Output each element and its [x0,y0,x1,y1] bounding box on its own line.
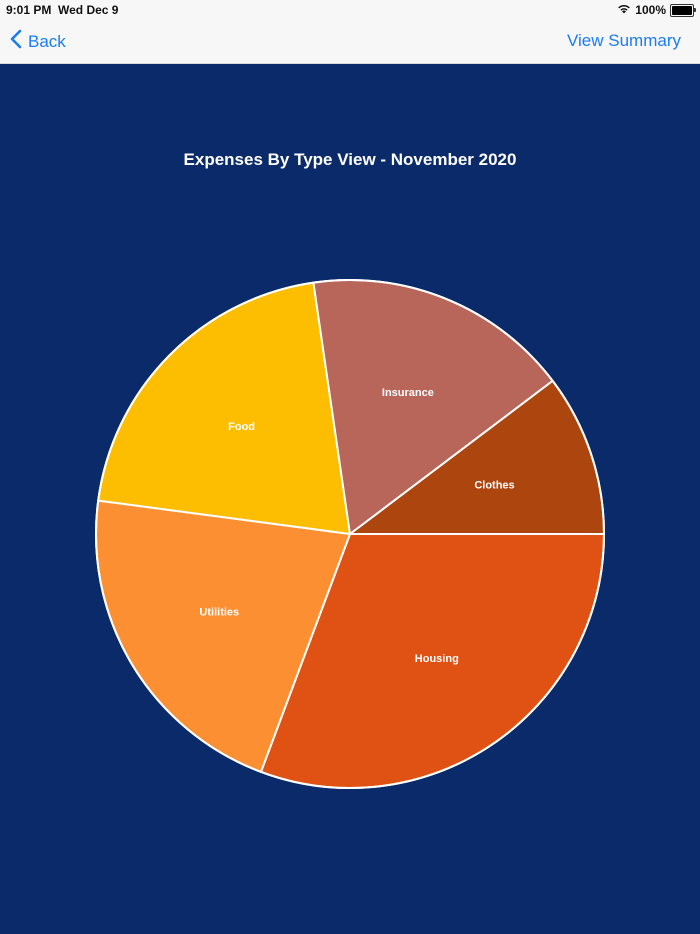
slice-label-housing: Housing [415,653,459,665]
slice-label-food: Food [228,421,255,433]
back-label: Back [28,31,66,51]
status-right: 100% [617,3,696,17]
navigation-bar: Back View Summary [0,20,700,64]
chart-title: Expenses By Type View - November 2020 [183,150,517,169]
slice-label-clothes: Clothes [474,479,514,491]
status-bar: 9:01 PM Wed Dec 9 100% [0,0,700,20]
pie-slice-food[interactable]: Food [97,281,351,535]
status-time: 9:01 PM [6,3,52,17]
back-button[interactable]: Back [10,29,66,54]
top-bar: 9:01 PM Wed Dec 9 100% [0,0,700,64]
pie-outline [95,279,605,789]
battery-percent: 100% [635,3,666,17]
pie-slice-shape[interactable] [97,281,351,535]
chevron-left-icon [10,29,28,54]
wifi-icon [617,3,631,17]
slice-label-utilities: Utilities [199,606,239,618]
slice-label-insurance: Insurance [382,387,434,399]
chart-area: Expenses By Type View - November 2020 [0,64,700,934]
view-summary-button[interactable]: View Summary [567,31,681,50]
status-date: Wed Dec 9 [58,3,119,17]
battery-icon [670,3,696,17]
